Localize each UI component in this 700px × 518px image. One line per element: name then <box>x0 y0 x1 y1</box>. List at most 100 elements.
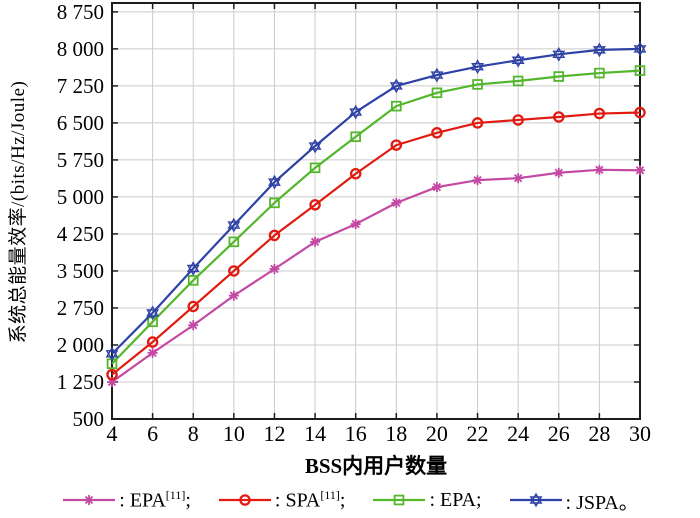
circle-marker <box>349 167 362 180</box>
square-marker <box>634 65 646 76</box>
series-SPA11 <box>106 106 646 381</box>
asterisk-marker <box>472 175 483 186</box>
x-tick-label: 14 <box>304 421 326 446</box>
asterisk-marker <box>513 173 524 184</box>
hexagram-down <box>227 221 241 233</box>
hexagram-down <box>308 142 322 154</box>
axes-frame <box>111 2 641 420</box>
asterisk-marker <box>269 263 280 274</box>
x-tick-label: 16 <box>345 421 367 446</box>
circle-shape <box>593 107 606 120</box>
series-EPA11 <box>107 164 645 387</box>
asterisk-marker <box>350 219 361 230</box>
series-line <box>111 111 641 376</box>
hexagram-marker <box>430 67 444 83</box>
asterisk-marker <box>310 236 321 247</box>
y-tick-label: 1 250 <box>57 370 104 394</box>
hexagram-up <box>529 492 542 504</box>
y-tick-label: 6 500 <box>57 111 104 135</box>
hexagram-marker <box>308 138 322 154</box>
y-tick-label: 8 000 <box>57 37 104 61</box>
x-tick-label: 30 <box>629 421 651 446</box>
square-marker <box>553 71 565 82</box>
legend-label: : EPA[11]; <box>119 487 191 512</box>
hexagram-marker <box>552 46 566 62</box>
square-shape <box>512 75 524 87</box>
asterisk-arm <box>554 168 563 177</box>
asterisk-arm <box>85 495 94 505</box>
asterisk-arm <box>513 174 523 183</box>
circle-marker <box>239 494 251 506</box>
x-tick-label: 4 <box>107 421 118 446</box>
legend-item-epa-ref: : EPA[11]; <box>61 488 191 513</box>
asterisk-arm <box>432 182 442 192</box>
square-marker <box>512 75 524 87</box>
hexagram-up <box>471 59 484 71</box>
square-marker <box>350 131 361 143</box>
legend-label-superscript: [11] <box>165 487 186 502</box>
asterisk-arm <box>392 198 401 208</box>
y-tick-label: 2 000 <box>57 333 104 357</box>
hexagram-marker <box>592 42 606 58</box>
asterisk-marker <box>594 164 605 175</box>
circle-marker <box>146 336 159 348</box>
square-shape <box>309 162 321 174</box>
hexagram-down <box>146 309 160 321</box>
asterisk-marker <box>188 320 199 331</box>
circle-shape <box>349 167 362 180</box>
hexagram-up <box>633 41 647 53</box>
square-marker <box>147 316 158 328</box>
asterisk-marker <box>84 495 95 505</box>
hexagram-down <box>349 108 363 120</box>
square-shape <box>391 100 402 112</box>
hexagram-up <box>552 46 566 59</box>
circle-shape <box>471 117 484 129</box>
square-shape <box>594 67 605 79</box>
square-shape <box>472 79 483 90</box>
legend-label: : SPA[11]; <box>274 487 346 512</box>
square-shape <box>269 197 280 209</box>
circle-shape <box>512 114 524 126</box>
hexagram-marker <box>146 305 160 321</box>
hexagram-up <box>511 52 525 64</box>
circle-shape <box>634 106 646 119</box>
hexagram-marker <box>105 346 119 362</box>
legend-item-spa-ref: : SPA[11]; <box>217 487 346 513</box>
asterisk-arm <box>351 219 360 229</box>
hexagram-legend-sample-icon <box>509 492 562 508</box>
hexagram-marker <box>268 174 281 190</box>
y-tick-label: 4 250 <box>57 222 104 246</box>
legend-label: : JSPA。 <box>565 491 639 514</box>
circle-shape <box>106 368 118 381</box>
legend: : EPA[11]; : SPA[11]; : EPA; : JSPA。 <box>0 484 700 516</box>
hexagram-marker <box>389 78 403 94</box>
legend-item-epa: : EPA; <box>371 488 482 512</box>
hexagram-down <box>552 50 566 62</box>
square-shape <box>228 236 240 248</box>
square-marker <box>431 87 443 99</box>
square-shape <box>634 65 646 76</box>
circle-shape <box>228 265 240 277</box>
series-line <box>111 69 641 365</box>
square-marker <box>309 162 321 174</box>
x-tick-label: 8 <box>188 421 199 446</box>
asterisk-marker <box>228 290 239 301</box>
asterisk-arm <box>310 237 320 247</box>
hexagram-down <box>471 62 484 75</box>
hexagram-up <box>389 78 403 90</box>
y-tick-label: 7 250 <box>57 74 104 98</box>
circle-marker <box>106 368 118 381</box>
legend-label: : EPA; <box>429 488 482 511</box>
circle-marker <box>431 127 443 139</box>
hexagram-down <box>633 45 647 57</box>
hexagram-up <box>105 346 119 358</box>
x-axis-label: BSS内用户数量 <box>304 454 448 478</box>
square-shape <box>431 87 443 99</box>
x-tick-label: 24 <box>507 421 529 446</box>
asterisk-marker <box>553 167 564 178</box>
circle-marker <box>187 300 199 313</box>
circle-shape <box>431 127 443 139</box>
hexagram-up <box>430 67 444 79</box>
legend-item-jspa: : JSPA。 <box>508 486 639 515</box>
asterisk-arm <box>473 175 482 185</box>
